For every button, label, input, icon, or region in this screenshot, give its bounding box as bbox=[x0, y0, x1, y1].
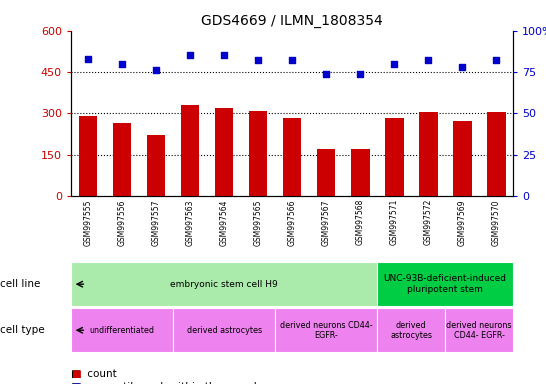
Point bbox=[152, 67, 161, 73]
Text: derived
astrocytes: derived astrocytes bbox=[390, 321, 432, 340]
Point bbox=[219, 53, 228, 59]
Text: derived neurons
CD44- EGFR-: derived neurons CD44- EGFR- bbox=[447, 321, 512, 340]
Bar bbox=[79, 116, 97, 196]
Text: GSM997555: GSM997555 bbox=[84, 199, 92, 246]
Bar bbox=[71, 308, 173, 353]
Bar bbox=[71, 262, 377, 306]
Point bbox=[356, 71, 365, 77]
Text: cell type: cell type bbox=[0, 325, 45, 335]
Bar bbox=[215, 108, 234, 196]
Text: GSM997563: GSM997563 bbox=[186, 199, 194, 246]
Text: GSM997568: GSM997568 bbox=[355, 199, 365, 245]
Text: derived astrocytes: derived astrocytes bbox=[187, 326, 262, 335]
Text: derived neurons CD44-
EGFR-: derived neurons CD44- EGFR- bbox=[280, 321, 372, 340]
Text: undifferentiated: undifferentiated bbox=[90, 326, 155, 335]
Point bbox=[254, 57, 263, 63]
Text: GSM997570: GSM997570 bbox=[492, 199, 501, 246]
Text: GSM997571: GSM997571 bbox=[390, 199, 399, 245]
Bar bbox=[385, 118, 403, 196]
Point bbox=[424, 57, 432, 63]
Point bbox=[117, 61, 126, 67]
Text: GSM997566: GSM997566 bbox=[288, 199, 296, 246]
Text: GSM997572: GSM997572 bbox=[424, 199, 432, 245]
Bar bbox=[445, 308, 513, 353]
Text: GSM997556: GSM997556 bbox=[117, 199, 127, 246]
Text: GSM997567: GSM997567 bbox=[322, 199, 331, 246]
Text: ■: ■ bbox=[71, 382, 81, 384]
Point bbox=[288, 57, 296, 63]
Point bbox=[84, 56, 92, 62]
Bar bbox=[377, 308, 445, 353]
Text: cell line: cell line bbox=[0, 279, 40, 289]
Bar bbox=[419, 112, 437, 196]
Text: embryonic stem cell H9: embryonic stem cell H9 bbox=[170, 280, 278, 289]
Text: GSM997565: GSM997565 bbox=[253, 199, 263, 246]
Point bbox=[458, 64, 467, 70]
Title: GDS4669 / ILMN_1808354: GDS4669 / ILMN_1808354 bbox=[201, 14, 383, 28]
Bar bbox=[275, 308, 377, 353]
Bar bbox=[317, 149, 335, 196]
Point bbox=[492, 57, 501, 63]
Bar bbox=[112, 123, 132, 196]
Bar bbox=[173, 308, 275, 353]
Bar bbox=[487, 112, 506, 196]
Text: GSM997557: GSM997557 bbox=[152, 199, 161, 246]
Text: GSM997569: GSM997569 bbox=[458, 199, 467, 246]
Bar bbox=[181, 105, 199, 196]
Bar bbox=[249, 111, 268, 196]
Point bbox=[390, 61, 399, 67]
Point bbox=[322, 71, 330, 77]
Bar bbox=[351, 149, 370, 196]
Bar bbox=[283, 118, 301, 196]
Point bbox=[186, 53, 194, 59]
Bar bbox=[453, 121, 472, 196]
Text: ■  percentile rank within the sample: ■ percentile rank within the sample bbox=[71, 382, 263, 384]
Text: ■: ■ bbox=[71, 369, 81, 379]
Bar bbox=[377, 262, 513, 306]
Text: GSM997564: GSM997564 bbox=[219, 199, 229, 246]
Text: UNC-93B-deficient-induced
pluripotent stem: UNC-93B-deficient-induced pluripotent st… bbox=[384, 275, 507, 294]
Bar bbox=[147, 135, 165, 196]
Text: ■  count: ■ count bbox=[71, 369, 117, 379]
